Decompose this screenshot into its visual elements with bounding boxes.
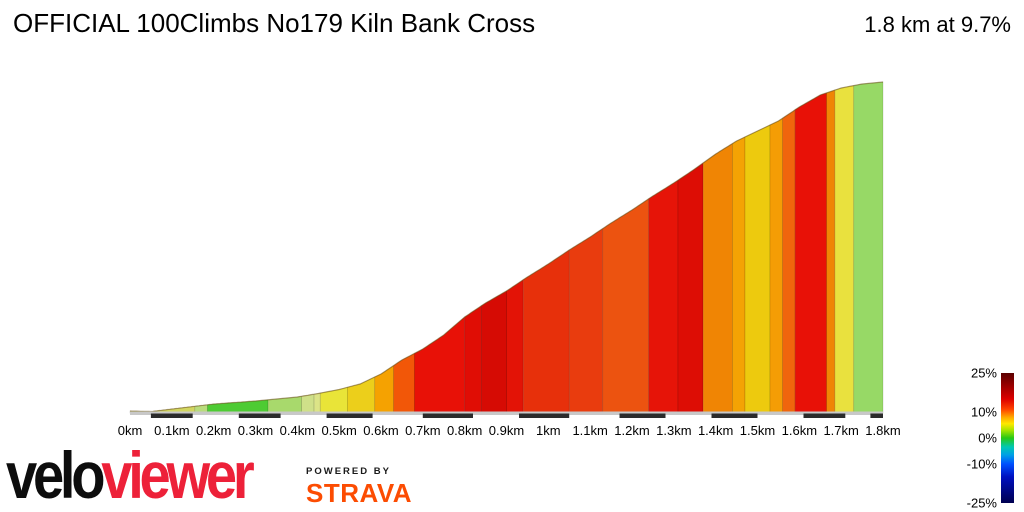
gradient-segment[interactable] — [826, 89, 836, 414]
gradient-segment[interactable] — [834, 85, 855, 414]
gradient-segment[interactable] — [782, 109, 796, 414]
gradient-legend-colorbar — [1001, 373, 1014, 503]
x-tick-label: 1km — [536, 423, 561, 438]
legend-tick-label: 25% — [970, 365, 997, 381]
gradient-segment[interactable] — [414, 316, 466, 414]
x-tick-label: 0.4km — [279, 423, 316, 438]
gradient-segment[interactable] — [374, 364, 394, 414]
legend-tick-label: 0% — [978, 430, 997, 446]
x-tick-label: 0.6km — [363, 423, 399, 438]
baseline-strip — [130, 411, 883, 415]
road-band — [803, 413, 846, 418]
powered-by-label: POWERED BY — [306, 466, 391, 477]
strava-logo: STRAVA — [306, 478, 413, 508]
gradient-segment[interactable] — [702, 142, 733, 414]
gradient-segment[interactable] — [794, 92, 827, 414]
legend-tick-label: -25% — [966, 495, 997, 511]
road-band — [150, 413, 193, 418]
x-tick-label: 1.2km — [614, 423, 650, 438]
gradient-segment[interactable] — [769, 117, 783, 414]
page-title: OFFICIAL 100Climbs No179 Kiln Bank Cross — [13, 8, 536, 38]
road-band — [519, 413, 570, 418]
gradient-segment[interactable] — [393, 352, 415, 414]
gradient-segment[interactable] — [464, 305, 482, 414]
x-tick-label: 0.3km — [237, 423, 274, 438]
x-tick-label: 0.9km — [488, 423, 525, 438]
road-band — [238, 413, 281, 418]
x-tick-label: 1.6km — [781, 423, 818, 438]
veloviewer-logo-viewer: viewer — [101, 438, 254, 512]
gradient-segment[interactable] — [568, 227, 604, 414]
legend-tick-label: -10% — [966, 456, 997, 472]
gradient-segment[interactable] — [506, 279, 524, 414]
road-band — [326, 413, 373, 418]
gradient-segment[interactable] — [677, 162, 704, 414]
gradient-segment[interactable] — [744, 124, 771, 414]
gradient-segment[interactable] — [648, 179, 679, 414]
x-tick-label: 1.5km — [739, 423, 776, 438]
road-band — [711, 413, 758, 418]
road-band — [619, 413, 666, 418]
gradient-segment[interactable] — [853, 81, 884, 414]
gradient-segment[interactable] — [319, 386, 348, 414]
gradient-segment[interactable] — [347, 376, 376, 414]
legend-tick-label: 10% — [970, 404, 997, 420]
x-tick-label: 1.3km — [656, 423, 692, 438]
gradient-segment[interactable] — [522, 249, 570, 414]
x-tick-label: 1.8km — [865, 423, 901, 438]
profile-outline — [129, 81, 884, 413]
x-tick-label: 0.1km — [154, 423, 190, 438]
veloviewer-logo[interactable]: veloviewer — [6, 442, 255, 508]
road-band — [422, 413, 473, 418]
climb-summary: 1.8 km at 9.7% — [864, 12, 1011, 37]
road-band — [870, 413, 883, 418]
gradient-segment[interactable] — [313, 392, 321, 414]
x-tick-label: 1.7km — [823, 423, 859, 438]
x-tick-label: 0.2km — [195, 423, 232, 438]
x-tick-label: 0.8km — [446, 423, 483, 438]
gradient-segment[interactable] — [602, 198, 650, 414]
gradient-segment[interactable] — [732, 136, 746, 414]
x-tick-label: 1.1km — [572, 423, 608, 438]
strava-attribution[interactable]: POWERED BY STRAVA — [306, 466, 412, 509]
x-tick-label: 1.4km — [697, 423, 734, 438]
x-tick-label: 0.7km — [405, 423, 441, 438]
gradient-segment[interactable] — [301, 393, 315, 414]
x-tick-label: 0km — [117, 423, 143, 438]
gradient-segment[interactable] — [481, 290, 507, 414]
veloviewer-logo-velo: velo — [6, 438, 106, 512]
x-tick-label: 0.5km — [321, 423, 357, 438]
